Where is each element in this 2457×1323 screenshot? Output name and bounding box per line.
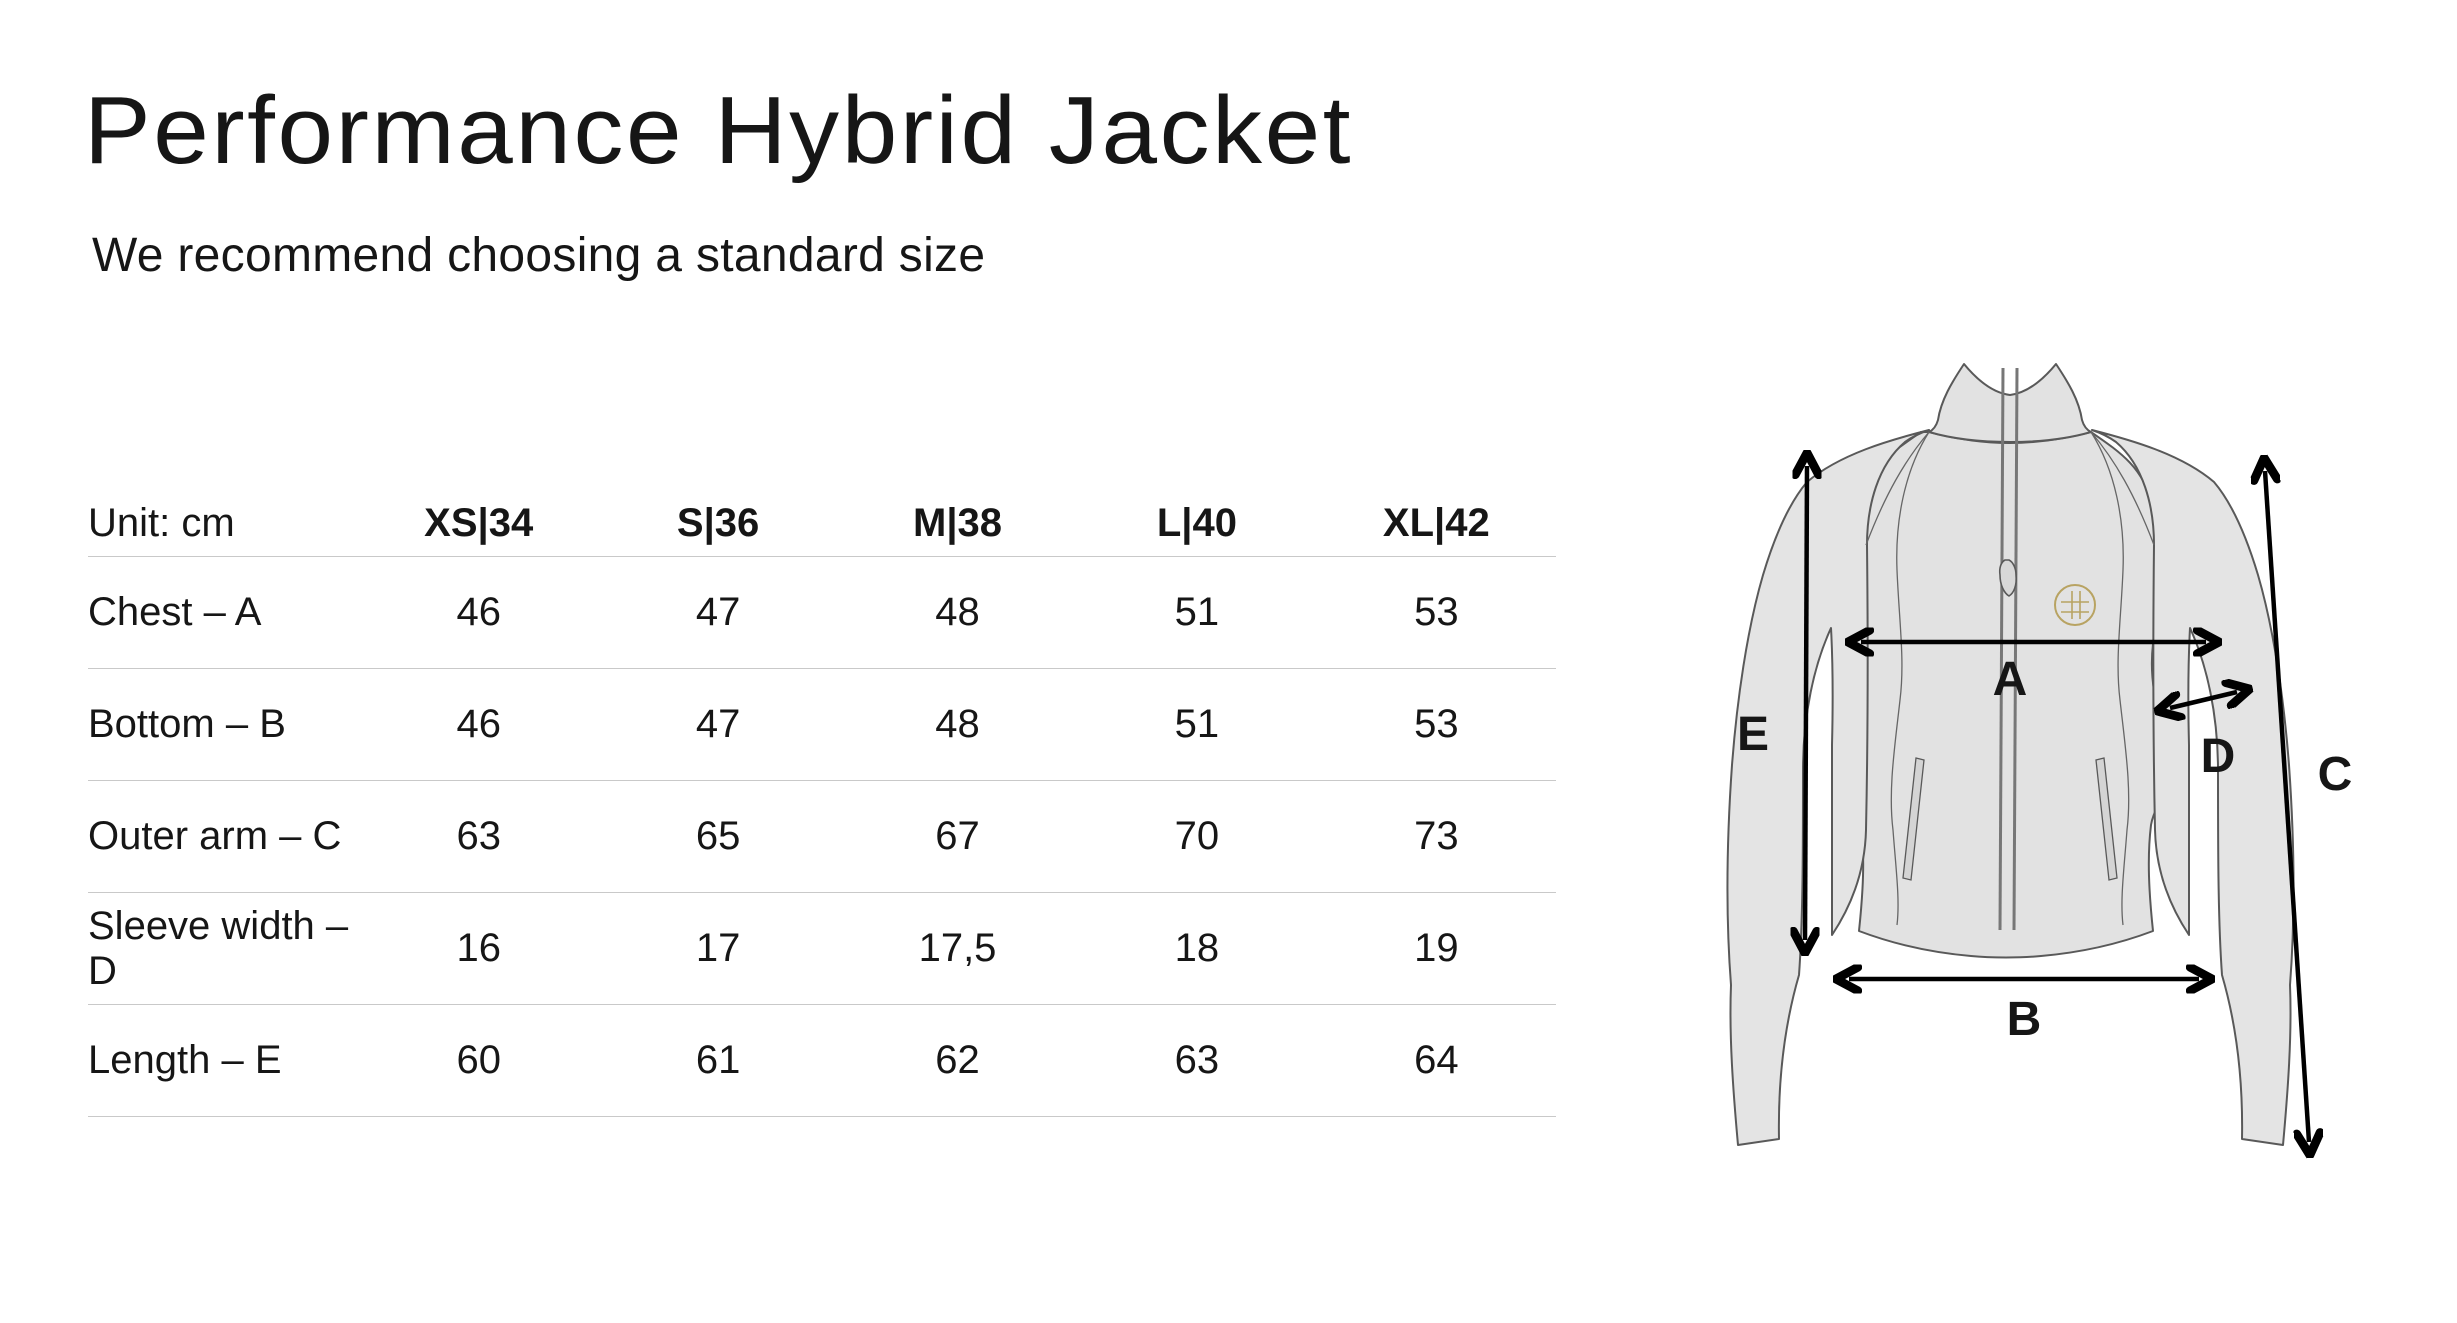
svg-text:B: B: [2007, 993, 2042, 1046]
svg-text:E: E: [1737, 708, 1769, 761]
svg-text:C: C: [2318, 748, 2353, 801]
svg-text:D: D: [2201, 730, 2236, 783]
svg-text:A: A: [1993, 653, 2028, 706]
